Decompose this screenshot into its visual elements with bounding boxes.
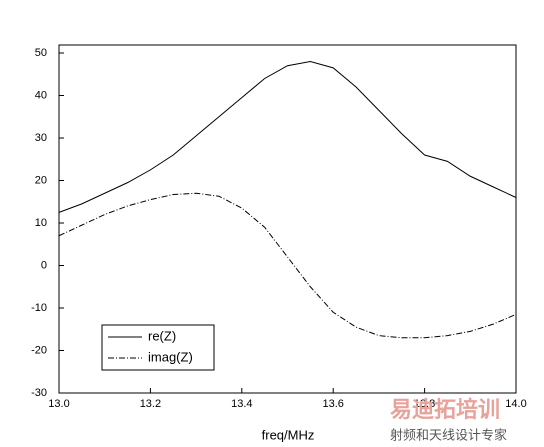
watermark: 易迪拓培训	[390, 397, 500, 422]
x-tick-label: 13.2	[140, 398, 161, 410]
line-series	[58, 192, 517, 339]
x-tick-label: 13.4	[231, 398, 252, 410]
y-tick-label: 30	[35, 132, 47, 144]
watermark: 射频和天线设计专家	[390, 427, 507, 442]
x-tick-label: 13.6	[322, 398, 343, 410]
x-tick-label: 14.0	[505, 398, 526, 410]
y-tick-label: 40	[35, 89, 47, 101]
y-tick-label: -20	[31, 344, 47, 356]
x-axis-label: freq/MHz	[262, 427, 315, 442]
legend-label: imag(Z)	[148, 349, 193, 364]
y-tick-label: 10	[35, 217, 47, 229]
legend-label: re(Z)	[148, 328, 176, 343]
x-tick-label: 13.0	[48, 398, 69, 410]
y-tick-label: 20	[35, 174, 47, 186]
plot-frame	[58, 44, 517, 394]
y-tick-label: 0	[41, 259, 47, 271]
x-tick-label: 13.8	[414, 398, 435, 410]
legend-box	[101, 324, 215, 371]
y-tick-label: -10	[31, 302, 47, 314]
y-tick-label: 50	[35, 47, 47, 59]
line-series	[58, 60, 517, 213]
y-tick-label: -30	[31, 387, 47, 399]
